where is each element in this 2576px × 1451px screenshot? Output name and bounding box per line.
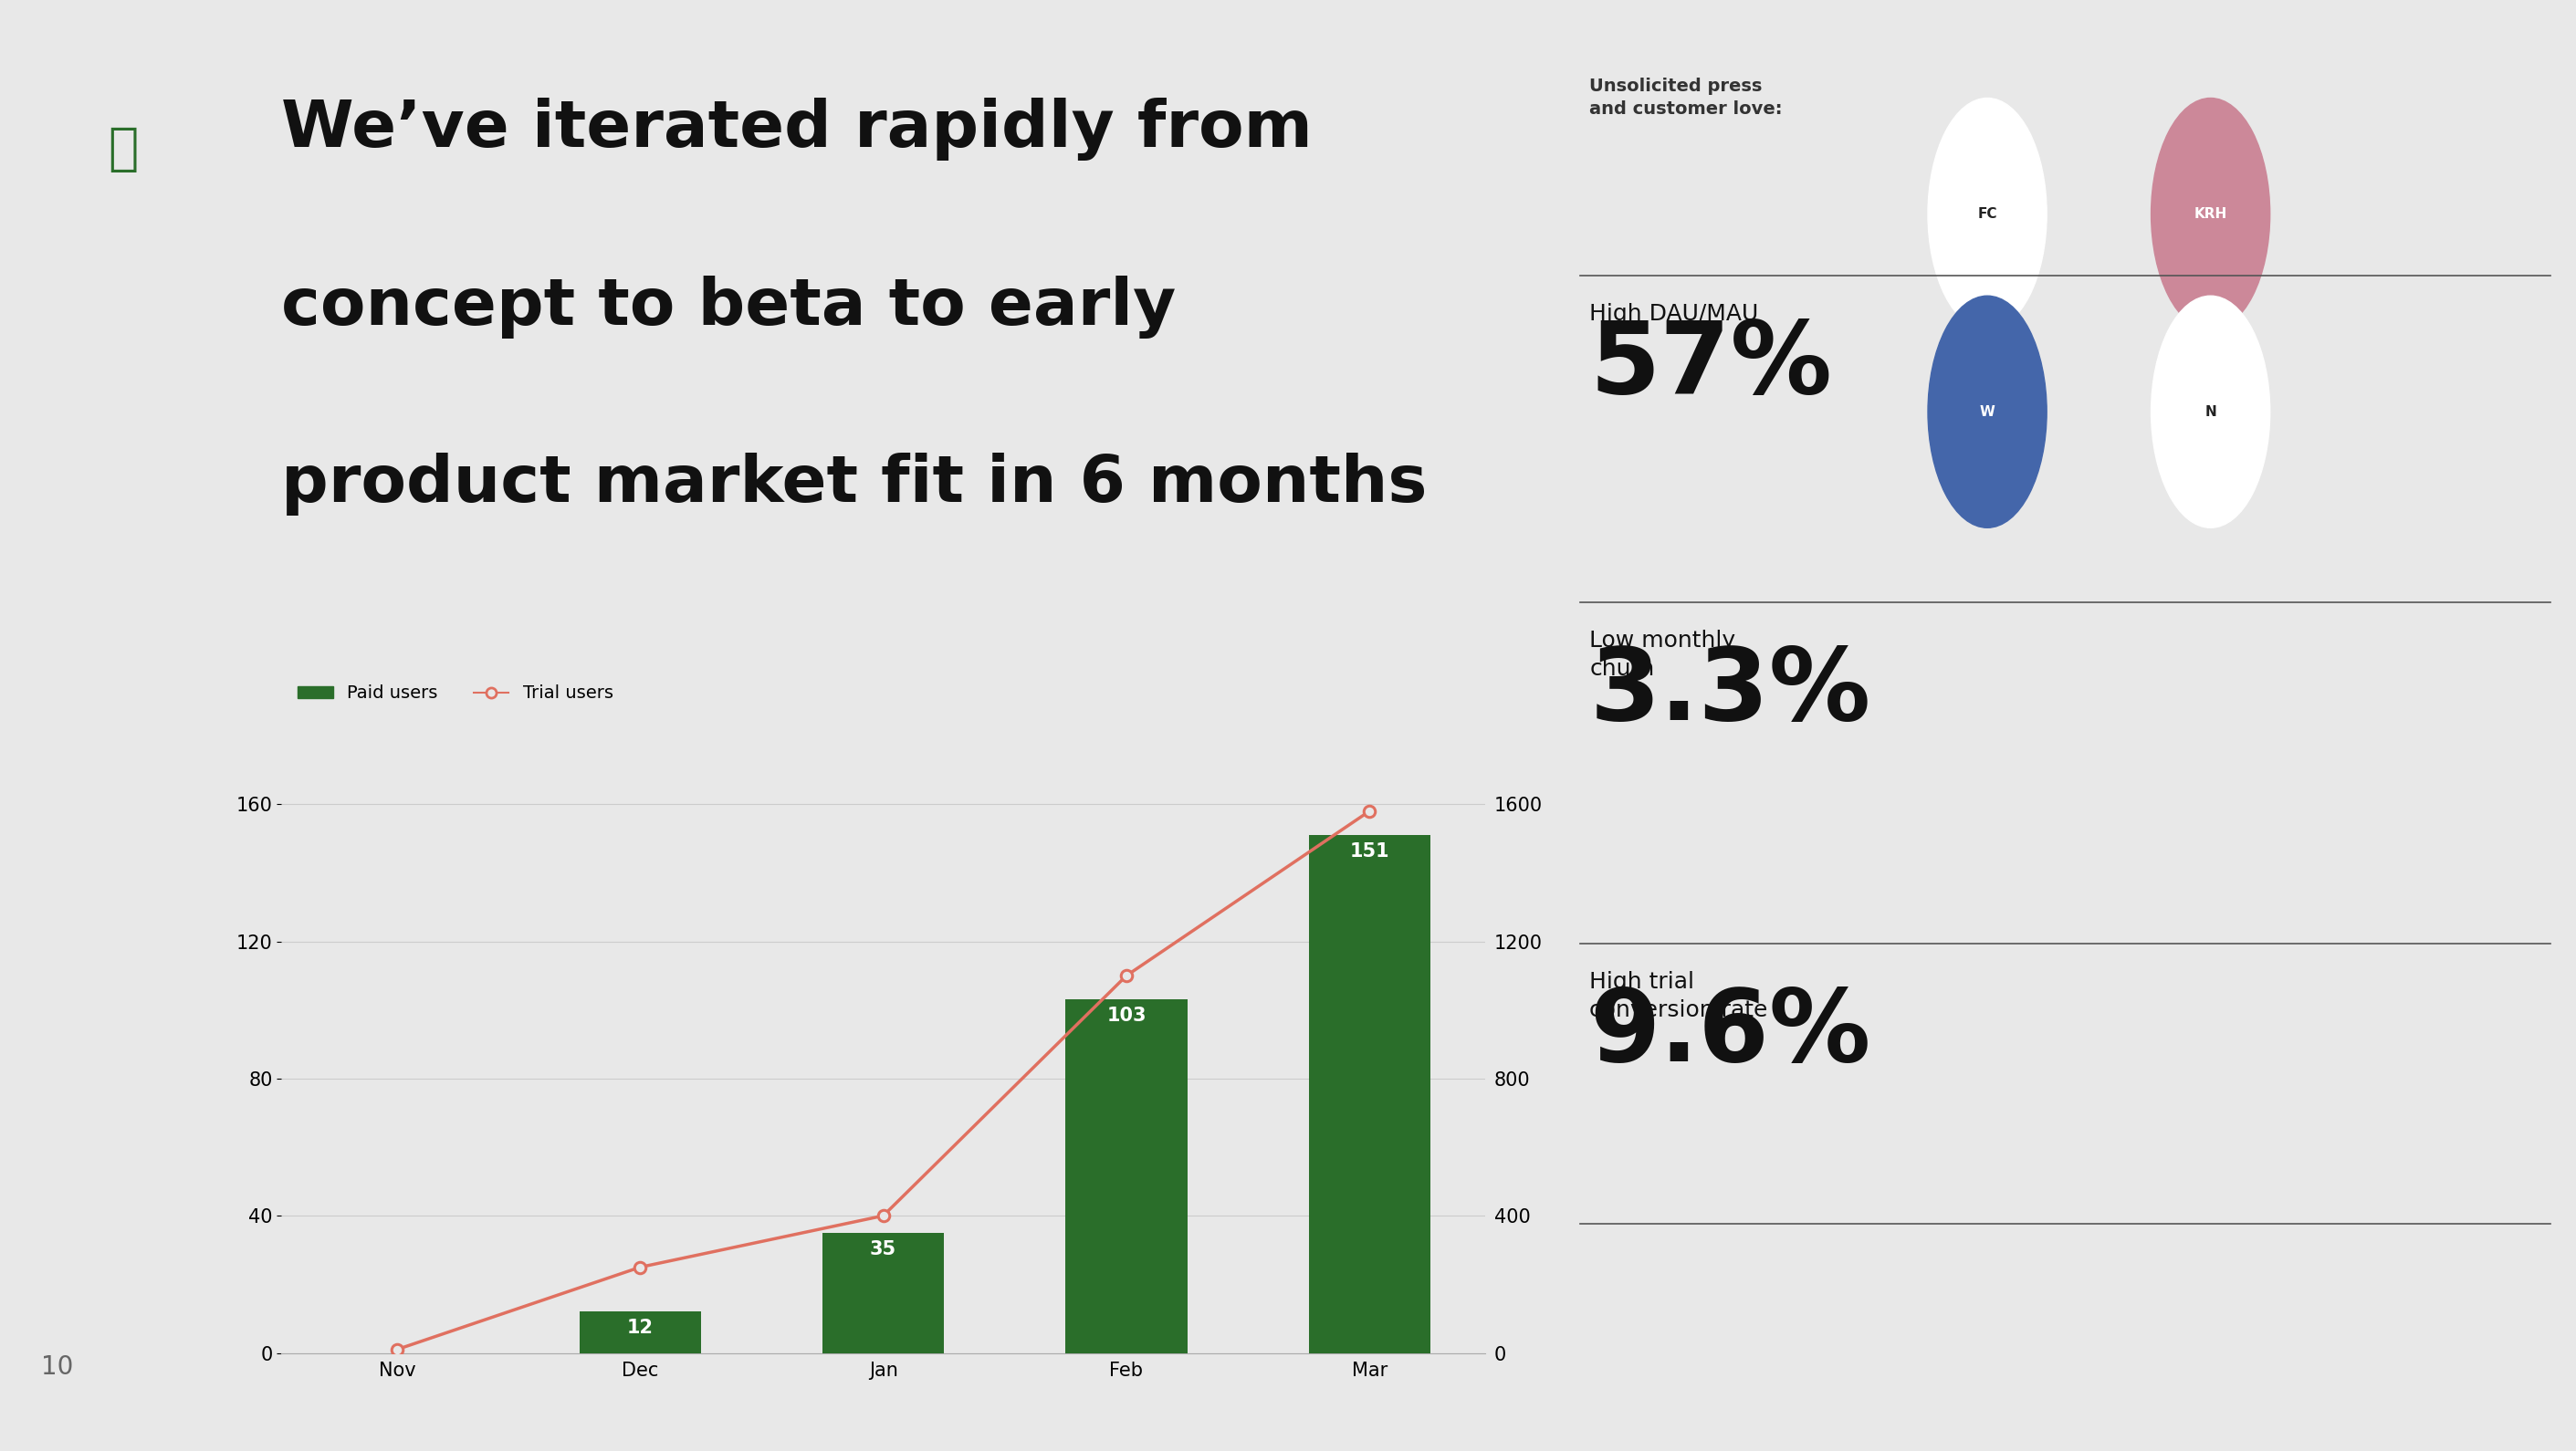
Text: N: N	[2205, 405, 2215, 419]
Legend: Paid users, Trial users: Paid users, Trial users	[291, 678, 621, 710]
Text: 57%: 57%	[1589, 316, 1832, 414]
Ellipse shape	[2151, 296, 2269, 528]
Text: 35: 35	[871, 1239, 896, 1258]
Ellipse shape	[2151, 99, 2269, 329]
Text: Unsolicited press
and customer love:: Unsolicited press and customer love:	[1589, 78, 1783, 118]
Bar	[1309, 836, 1430, 1352]
Bar	[822, 1233, 943, 1352]
Bar	[1066, 1000, 1188, 1352]
Text: concept to beta to early: concept to beta to early	[281, 276, 1177, 338]
Bar	[580, 1312, 701, 1352]
Text: 12: 12	[626, 1319, 654, 1336]
Text: High trial
conversion rate: High trial conversion rate	[1589, 971, 1767, 1022]
Text: 3.3%: 3.3%	[1589, 644, 1870, 741]
Text: product market fit in 6 months: product market fit in 6 months	[281, 453, 1427, 515]
Text: W: W	[1978, 405, 1994, 419]
Text: 10: 10	[41, 1355, 72, 1380]
Ellipse shape	[1927, 296, 2048, 528]
Text: High DAU/MAU: High DAU/MAU	[1589, 303, 1759, 325]
Ellipse shape	[1927, 99, 2048, 329]
Text: 9.6%: 9.6%	[1589, 985, 1870, 1082]
Text: 103: 103	[1108, 1007, 1146, 1024]
Text: We’ve iterated rapidly from: We’ve iterated rapidly from	[281, 99, 1314, 161]
Text: KRH: KRH	[2195, 207, 2228, 221]
Text: 🤚: 🤚	[108, 125, 139, 174]
Text: 151: 151	[1350, 842, 1388, 860]
Text: Low monthly
churn: Low monthly churn	[1589, 630, 1736, 681]
Text: FC: FC	[1978, 207, 1996, 221]
